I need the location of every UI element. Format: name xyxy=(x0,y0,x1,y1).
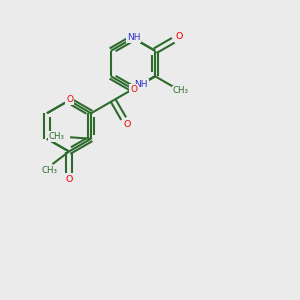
Text: O: O xyxy=(65,175,73,184)
Text: NH: NH xyxy=(134,80,148,89)
Text: O: O xyxy=(66,95,73,104)
Text: O: O xyxy=(123,120,131,129)
Text: CH₃: CH₃ xyxy=(172,86,189,95)
Text: O: O xyxy=(130,85,137,94)
Text: O: O xyxy=(175,32,183,41)
Text: CH₃: CH₃ xyxy=(41,166,58,175)
Text: NH: NH xyxy=(127,33,140,42)
Text: CH₃: CH₃ xyxy=(49,132,65,141)
